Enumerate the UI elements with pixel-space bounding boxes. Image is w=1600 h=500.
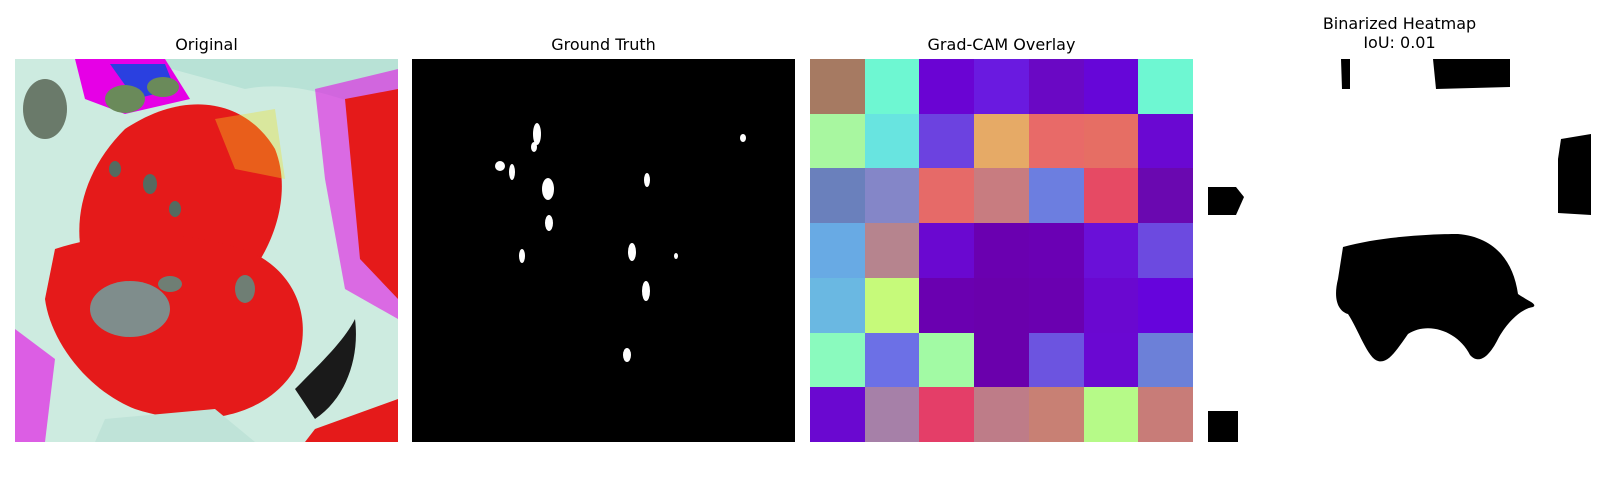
gt-spot <box>545 215 553 231</box>
gradcam-cell <box>810 59 865 114</box>
gradcam-cell <box>1028 223 1084 278</box>
gradcam-cell <box>1028 59 1084 114</box>
gradcam-cell <box>864 113 920 169</box>
gradcam-cell <box>864 168 920 224</box>
gradcam-cell <box>1138 168 1193 224</box>
gradcam-cell <box>919 113 975 169</box>
gradcam-cell <box>1083 59 1139 114</box>
gradcam-cell <box>1028 113 1084 169</box>
gradcam-cell <box>810 387 865 442</box>
bin-region <box>1558 134 1591 215</box>
gradcam-cell <box>974 277 1029 333</box>
gradcam-cell <box>1138 387 1193 442</box>
gradcam-cell <box>810 277 865 333</box>
gradcam-cell <box>1138 223 1193 278</box>
gradcam-cell <box>864 277 920 333</box>
gradcam-cell <box>1028 277 1084 333</box>
gradcam-cell <box>1083 113 1139 169</box>
gradcam-cell <box>864 59 920 114</box>
gradcam-cell <box>864 332 920 388</box>
gt-spot <box>623 348 631 362</box>
gt-spot <box>531 142 537 152</box>
gradcam-cell <box>810 113 865 169</box>
gt-spot <box>509 164 515 180</box>
gradcam-cell <box>864 223 920 278</box>
gt-spot <box>674 253 678 259</box>
gradcam-cell <box>1083 387 1139 442</box>
bin-region <box>1208 187 1244 215</box>
gradcam-cell <box>1083 223 1139 278</box>
gradcam-cell <box>974 168 1029 224</box>
gradcam-grid <box>810 59 1193 442</box>
gradcam-cell <box>919 223 975 278</box>
original-title: Original <box>175 35 238 54</box>
ground-truth-mask <box>412 59 795 442</box>
gradcam-title: Grad-CAM Overlay <box>927 35 1076 54</box>
binarized-shapes <box>1208 59 1591 442</box>
gt-spot <box>533 123 541 145</box>
gradcam-cell <box>974 387 1029 442</box>
gradcam-cell <box>1138 332 1193 388</box>
gt-spot <box>495 161 505 171</box>
gradcam-cell <box>974 332 1029 388</box>
gradcam-overlay <box>810 59 1193 442</box>
gt-spot <box>519 249 525 263</box>
bin-region <box>1433 59 1510 89</box>
gradcam-cell <box>974 113 1029 169</box>
gradcam-cell <box>1083 168 1139 224</box>
gt-spot <box>740 134 746 142</box>
gradcam-cell <box>1028 332 1084 388</box>
gt-spot <box>644 173 650 187</box>
gt-spot <box>542 178 554 200</box>
gradcam-cell <box>1083 277 1139 333</box>
gradcam-cell <box>919 387 975 442</box>
gradcam-cell <box>974 223 1029 278</box>
ground-truth-blobs <box>412 59 795 442</box>
gradcam-cell <box>1138 59 1193 114</box>
gradcam-cell <box>919 168 975 224</box>
gradcam-cell <box>864 387 920 442</box>
gradcam-cell <box>1028 387 1084 442</box>
gt-spot <box>642 281 650 301</box>
gradcam-cell <box>810 332 865 388</box>
gradcam-cell <box>974 59 1029 114</box>
gradcam-cell <box>919 59 975 114</box>
gt-spot <box>628 243 636 261</box>
binarized-title: Binarized Heatmap IoU: 0.01 <box>1322 14 1477 52</box>
gradcam-cell <box>1138 277 1193 333</box>
bin-region <box>1208 411 1238 442</box>
original-leaf-drawing <box>15 59 398 442</box>
bin-region <box>1341 59 1350 89</box>
gradcam-cell <box>1028 168 1084 224</box>
gradcam-cell <box>1138 113 1193 169</box>
gradcam-cell <box>810 168 865 224</box>
gradcam-cell <box>919 277 975 333</box>
gradcam-cell <box>1083 332 1139 388</box>
binarized-heatmap <box>1208 59 1591 442</box>
gradcam-cell <box>919 332 975 388</box>
bin-region <box>1336 234 1535 362</box>
ground-truth-title: Ground Truth <box>551 35 656 54</box>
gradcam-cell <box>810 223 865 278</box>
original-image <box>15 59 398 442</box>
